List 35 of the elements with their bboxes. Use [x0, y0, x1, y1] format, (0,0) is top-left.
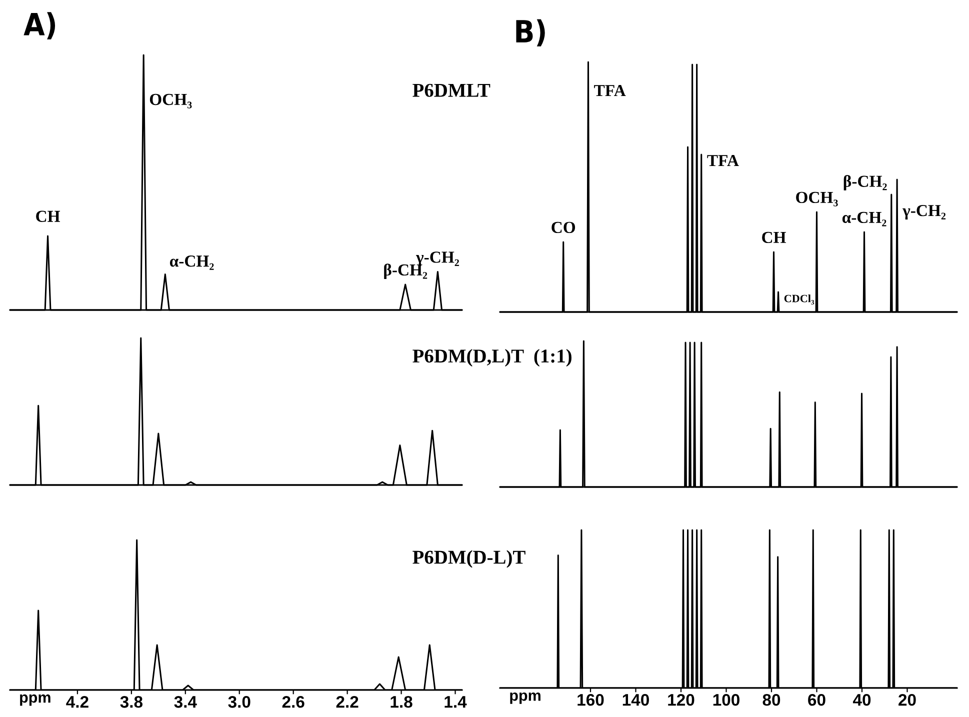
x-axis-title: ppm	[510, 692, 540, 704]
x-tick-label: 140	[622, 694, 649, 706]
annotation: TFA	[594, 85, 626, 96]
x-tick-label: 80	[762, 694, 780, 706]
annotation: α-CH₂	[170, 256, 214, 270]
chart-title: B)	[516, 19, 545, 46]
x-tick-label: 20	[898, 694, 916, 706]
x-tick-label: 100	[713, 694, 740, 706]
annotation: P6DM(D,L)T (1:1)	[412, 348, 572, 367]
annotation: β-CH₂	[844, 175, 887, 190]
x-tick-label: 3.8	[120, 696, 143, 708]
annotation: CO	[552, 222, 576, 234]
x-tick-label: 4.2	[66, 696, 88, 708]
x-tick-label: 1.4	[444, 696, 467, 708]
annotation: α-CH₂	[842, 212, 886, 226]
x-tick-label: 2.2	[336, 696, 358, 708]
x-tick-label: 60	[808, 694, 826, 706]
annotation: CH	[36, 210, 60, 222]
annotation: P6DMLT	[412, 84, 490, 97]
x-tick-label: 120	[668, 694, 694, 706]
x-axis-title: ppm	[20, 694, 50, 706]
x-tick-label: 3.4	[174, 696, 197, 708]
x-tick-label: 160	[578, 694, 604, 706]
annotation: OCH₃	[150, 94, 192, 108]
x-tick-label: 1.8	[390, 696, 412, 708]
annotation: CH	[762, 232, 786, 244]
x-tick-label: 40	[852, 694, 871, 706]
x-tick-label: 2.6	[282, 696, 304, 708]
annotation: OCH₃	[796, 192, 838, 206]
annotation: CDCl₃	[784, 294, 814, 304]
x-tick-label: 3.0	[228, 696, 250, 708]
annotation: TFA	[707, 155, 739, 166]
annotation: γ-CH₂	[902, 204, 946, 220]
annotation: P6DM(D-L)T	[412, 550, 526, 568]
chart-title: A)	[24, 12, 56, 40]
